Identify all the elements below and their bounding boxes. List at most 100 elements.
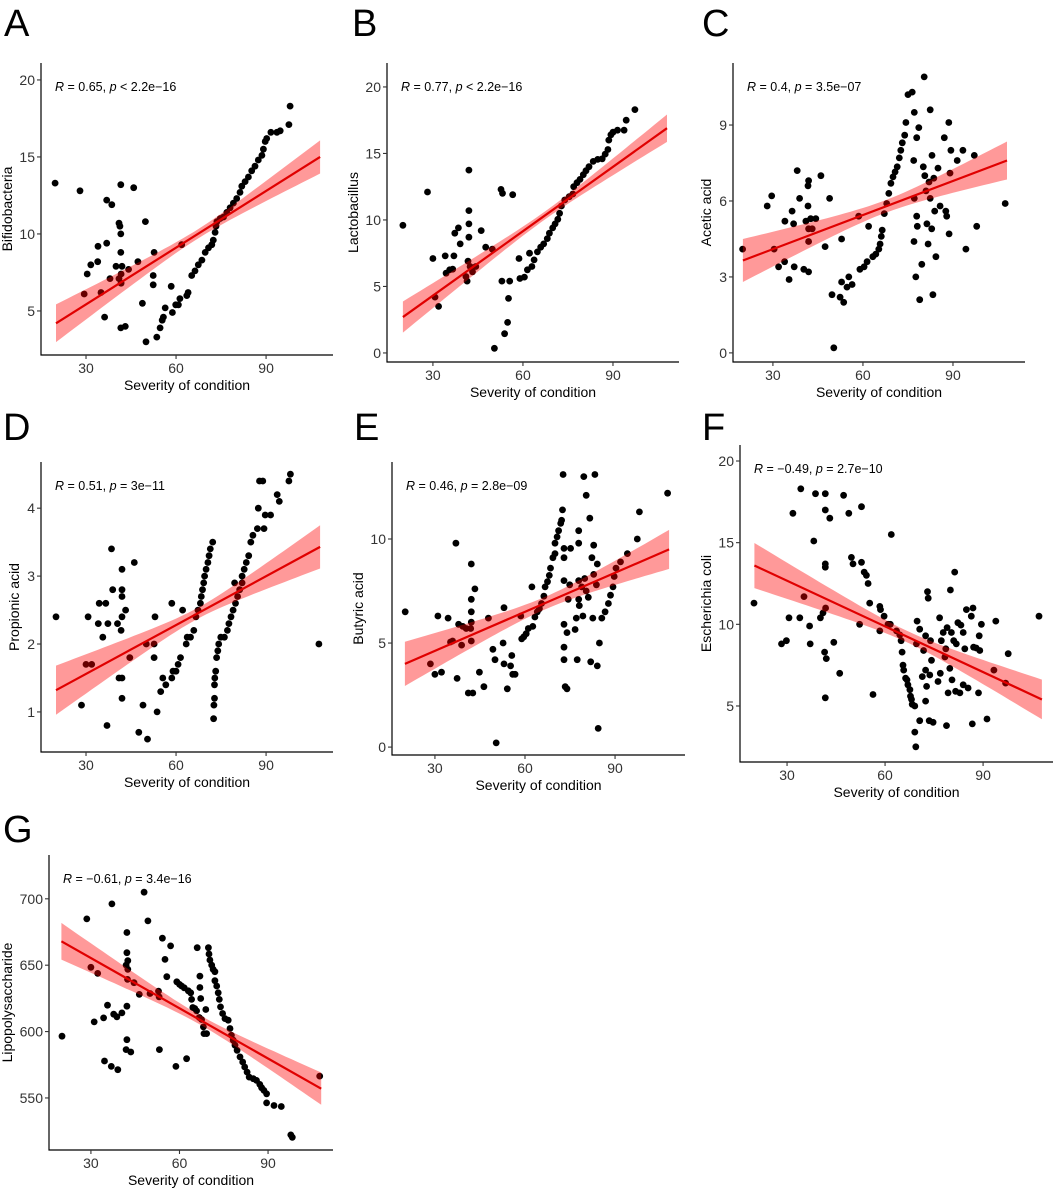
y-tick-label: 2 [27,636,35,652]
data-point [849,560,857,568]
data-point [505,295,512,302]
data-point [944,689,952,697]
data-point [924,594,932,602]
data-point [898,648,906,656]
data-point [804,202,812,210]
data-point [206,956,214,964]
data-point [605,136,613,144]
data-point [205,950,213,958]
data-point [923,683,930,690]
data-point [467,608,475,616]
data-point [118,1009,126,1017]
data-point [897,146,905,154]
data-point [528,263,536,270]
data-point [159,674,167,682]
data-point [560,620,568,628]
panel-a: A 30 60 90 5 10 15 20 Severity of condition Bifid… [0,3,333,393]
data-point [84,613,92,621]
data-point [424,188,431,196]
data-point [922,666,929,674]
data-point [807,215,815,223]
data-point [183,1055,191,1063]
panel-letter: C [702,3,729,45]
data-point [202,1006,210,1013]
data-point [277,1103,285,1110]
data-point [922,697,929,705]
data-point [238,579,246,587]
data-point [880,210,888,218]
data-point [943,212,951,220]
data-point [117,249,125,256]
data-point [848,554,855,561]
data-point [149,281,157,289]
data-point [594,725,602,732]
data-point [588,554,596,562]
data-point [545,572,553,579]
data-point [1004,650,1012,658]
data-point [838,278,845,286]
data-point [245,552,253,560]
x-axis-title: Severity of condition [816,384,942,400]
r-value: −0.61 [86,872,118,886]
p-symbol: p [815,462,823,476]
y-tick-label: 4 [27,500,35,516]
x-tick-label: 30 [78,757,94,773]
data-point [429,255,437,262]
data-point [915,124,923,131]
panel-c: C 30 60 90 0 3 6 9 Severity of condition Acetic a… [698,3,1025,400]
data-point [450,252,458,260]
data-points [52,470,323,743]
data-point [566,581,574,589]
data-point [840,491,847,499]
data-point [544,578,551,586]
data-point [913,134,921,142]
data-point [636,508,643,516]
data-point [591,471,599,478]
x-tick-label: 90 [258,360,274,376]
data-point [467,637,475,645]
p-value: 2.7e−10 [837,462,883,476]
data-point [211,674,219,682]
data-point [467,618,475,626]
data-point [952,640,960,648]
data-point [836,293,844,301]
panel-letter: A [4,3,30,45]
r-symbol: R [55,80,64,94]
data-point [123,1036,131,1044]
data-point [238,572,246,580]
data-point [477,227,485,235]
data-point [108,900,116,908]
data-point [887,531,895,538]
data-point [123,949,131,957]
data-point [877,233,885,240]
data-point [875,245,883,253]
data-point [936,614,943,622]
p-symbol: p [124,872,132,886]
data-point [575,577,583,584]
data-point [920,73,928,81]
data-point [843,283,851,291]
data-point [463,277,471,285]
data-point [162,681,170,689]
data-point [106,275,114,282]
data-point [150,654,158,661]
data-point [504,319,511,326]
data-point [964,684,972,692]
data-point [609,583,617,591]
r-symbol: R [55,479,64,493]
data-point [880,612,888,620]
data-point [270,1102,278,1109]
data-point [94,242,102,250]
data-point [576,176,584,183]
data-point [828,291,836,299]
y-tick-label: 600 [20,1024,44,1040]
data-point [812,490,819,498]
data-point [240,565,248,573]
x-tick-label: 90 [975,767,991,783]
data-point [254,156,262,164]
data-point [58,1032,66,1040]
data-point [943,722,950,729]
x-tick-label: 30 [83,1155,99,1171]
data-point [103,196,111,204]
data-point [196,984,204,991]
